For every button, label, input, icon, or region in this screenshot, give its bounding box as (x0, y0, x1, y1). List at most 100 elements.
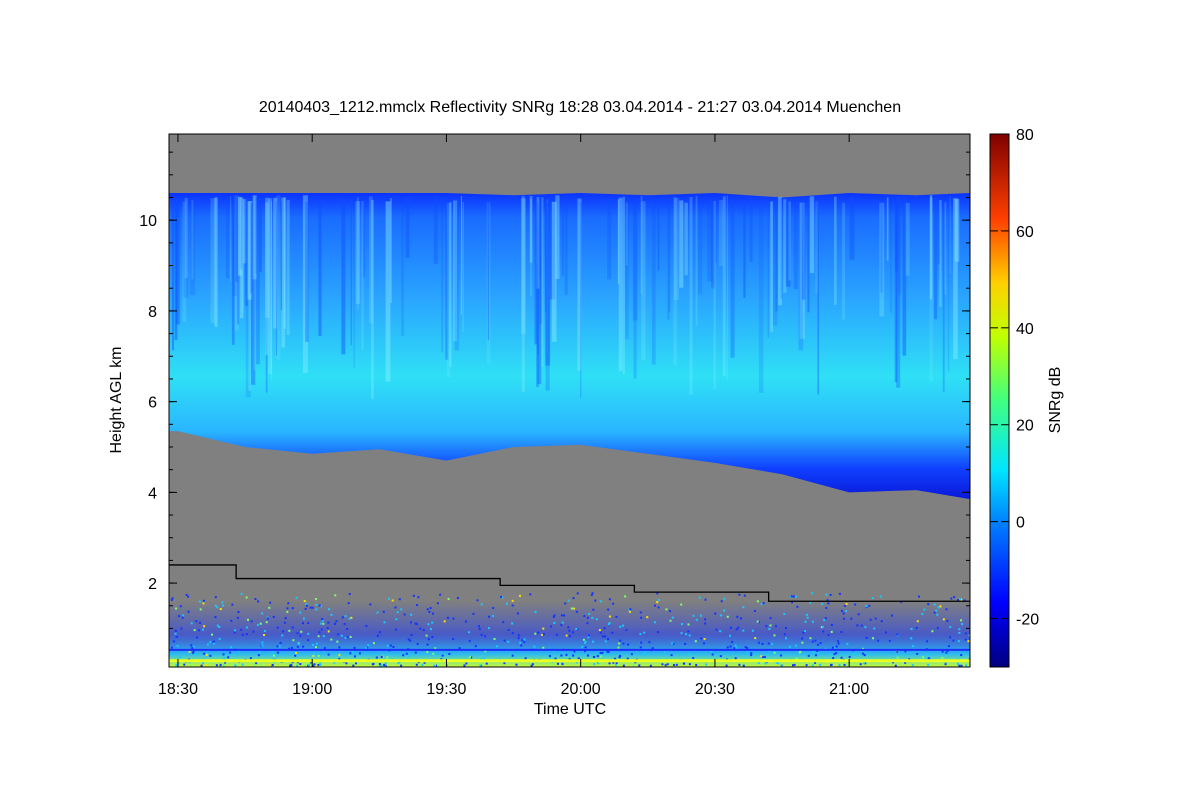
clutter-speck (229, 651, 232, 654)
clutter-speck (612, 661, 615, 664)
clutter-speck (511, 599, 514, 602)
clutter-speck (735, 628, 738, 631)
clutter-speck (484, 635, 487, 638)
clutter-speck (587, 636, 590, 639)
fall-streak (248, 201, 251, 391)
clutter-speck (170, 598, 173, 601)
clutter-speck (584, 663, 587, 666)
clutter-speck (505, 602, 508, 605)
clutter-speck (565, 634, 568, 637)
clutter-speck (205, 651, 208, 654)
clutter-speck (666, 663, 669, 666)
clutter-speck (608, 662, 611, 665)
clutter-speck (410, 633, 413, 636)
clutter-speck (848, 656, 851, 659)
clutter-speck (704, 622, 707, 625)
clutter-speck (290, 646, 293, 649)
clutter-speck (344, 615, 347, 618)
clutter-speck (608, 598, 611, 601)
clutter-speck (209, 641, 212, 644)
clutter-speck (604, 640, 607, 643)
clutter-speck (792, 595, 795, 598)
clutter-speck (299, 634, 302, 637)
fall-streak (788, 201, 791, 281)
clutter-speck (805, 613, 808, 616)
fall-streak (929, 195, 933, 300)
clutter-speck (922, 656, 925, 659)
clutter-speck (565, 653, 568, 656)
clutter-speck (542, 627, 545, 630)
fall-streak (405, 196, 410, 258)
clutter-speck (175, 607, 178, 610)
clutter-speck (446, 616, 449, 619)
clutter-speck (371, 663, 374, 666)
clutter-speck (255, 662, 258, 665)
clutter-speck (188, 650, 191, 653)
clutter-speck (669, 610, 672, 613)
clutter-speck (372, 642, 375, 645)
clutter-speck (380, 655, 383, 658)
x-tick-label: 20:00 (561, 681, 601, 698)
clutter-speck (601, 651, 604, 654)
clutter-speck (319, 663, 322, 666)
clutter-speck (833, 647, 836, 650)
clutter-speck (760, 661, 763, 664)
clutter-speck (524, 657, 527, 660)
clutter-speck (921, 612, 924, 615)
fall-streak (890, 196, 892, 313)
clutter-speck (600, 655, 603, 658)
clutter-speck (723, 609, 726, 612)
fall-streak (239, 197, 244, 319)
clutter-speck (687, 630, 690, 633)
clutter-speck (794, 595, 797, 598)
clutter-speck (838, 592, 841, 595)
clutter-speck (295, 596, 298, 599)
clutter-speck (395, 661, 398, 664)
fall-streak (265, 198, 268, 393)
clutter-speck (946, 619, 949, 622)
fall-streak (401, 200, 405, 337)
clutter-speck (426, 651, 429, 654)
clutter-speck (501, 596, 504, 599)
fall-streak (240, 198, 243, 270)
clutter-speck (330, 613, 333, 616)
fall-streak (809, 196, 815, 274)
x-axis: 18:30 19:00 19:30 20:00 20:30 21:00 (158, 134, 869, 698)
clutter-speck (736, 615, 739, 618)
clutter-speck (806, 616, 809, 619)
clutter-speck (335, 620, 338, 623)
clutter-speck (234, 664, 237, 667)
clutter-speck (419, 663, 422, 666)
clutter-speck (575, 610, 578, 613)
clutter-speck (825, 593, 828, 596)
clutter-speck (872, 637, 875, 640)
clutter-speck (224, 661, 227, 664)
clutter-speck (904, 661, 907, 664)
clutter-speck (651, 647, 654, 650)
clutter-speck (935, 609, 938, 612)
fall-streak (793, 200, 798, 289)
clutter-speck (950, 597, 953, 600)
clutter-speck (811, 664, 814, 667)
clutter-speck (410, 613, 413, 616)
clutter-speck (757, 661, 760, 664)
clutter-speck (305, 602, 308, 605)
clutter-speck (625, 629, 628, 632)
clutter-speck (288, 629, 291, 632)
clutter-speck (890, 614, 893, 617)
fall-streak (390, 198, 392, 303)
clutter-speck (384, 662, 387, 665)
clutter-speck (212, 642, 215, 645)
clutter-speck (245, 633, 248, 636)
clutter-speck (737, 626, 740, 629)
fall-streak (486, 202, 491, 364)
clutter-speck (355, 662, 358, 665)
clutter-speck (964, 638, 967, 641)
clutter-speck (215, 664, 218, 667)
clutter-speck (480, 633, 483, 636)
clutter-speck (534, 610, 537, 613)
clutter-speck (801, 637, 804, 640)
clutter-speck (816, 651, 819, 654)
clutter-speck (958, 598, 961, 601)
fall-streak (905, 202, 910, 276)
